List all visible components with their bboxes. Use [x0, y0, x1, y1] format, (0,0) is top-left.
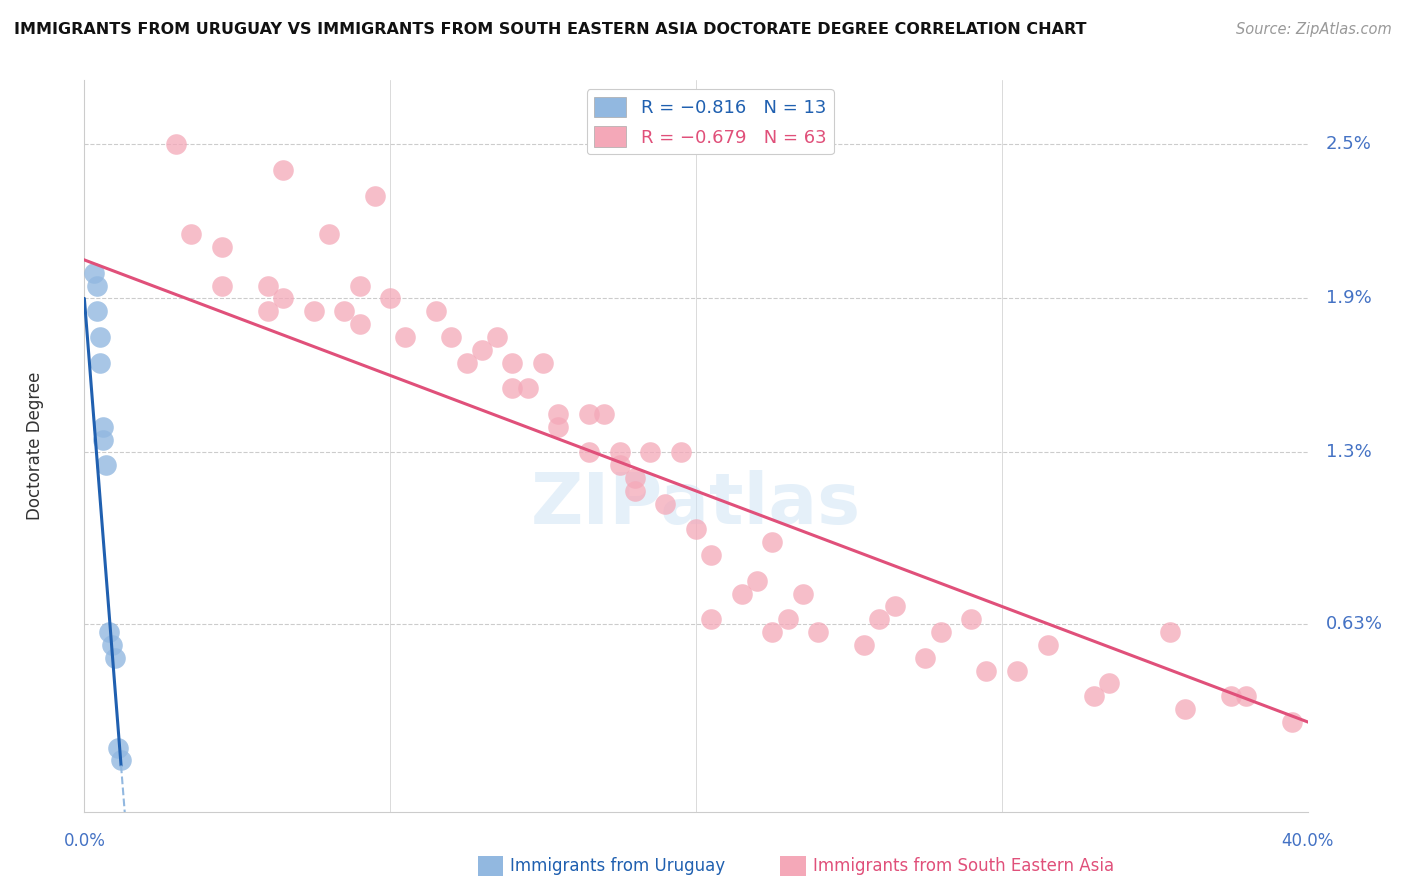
Text: 0.0%: 0.0% [63, 832, 105, 850]
Point [516, 381, 538, 395]
Point [94, 458, 117, 473]
Point [761, 535, 783, 549]
Text: ZIPatlas: ZIPatlas [531, 470, 860, 539]
Text: 2.5%: 2.5% [1326, 136, 1372, 153]
Point [1005, 664, 1028, 678]
Point [318, 227, 340, 242]
Point [394, 330, 416, 344]
Point [624, 471, 647, 485]
Point [425, 304, 447, 318]
Point [853, 638, 876, 652]
Point [761, 625, 783, 640]
Point [669, 445, 692, 459]
Text: Immigrants from Uruguay: Immigrants from Uruguay [510, 857, 725, 875]
Point [929, 625, 952, 640]
Point [531, 355, 554, 369]
Point [271, 163, 294, 178]
Point [1159, 625, 1181, 640]
Point [731, 586, 754, 600]
Point [869, 612, 891, 626]
Point [257, 278, 280, 293]
Point [914, 650, 936, 665]
Point [104, 650, 127, 665]
Point [792, 586, 814, 600]
Point [1036, 638, 1059, 652]
Point [271, 292, 294, 306]
Point [101, 638, 124, 652]
Point [700, 612, 723, 626]
Text: Source: ZipAtlas.com: Source: ZipAtlas.com [1236, 22, 1392, 37]
Point [91, 419, 114, 434]
Point [776, 612, 799, 626]
Text: Doctorate Degree: Doctorate Degree [27, 372, 45, 520]
Point [685, 523, 707, 537]
Point [211, 278, 233, 293]
Point [502, 381, 524, 395]
Text: 1.9%: 1.9% [1326, 289, 1372, 308]
Point [1083, 690, 1105, 704]
Point [333, 304, 356, 318]
Point [86, 278, 108, 293]
Point [364, 188, 387, 202]
Point [547, 419, 569, 434]
Point [211, 240, 233, 254]
Point [609, 445, 631, 459]
Point [807, 625, 830, 640]
Point [257, 304, 280, 318]
Point [1220, 690, 1243, 704]
Point [700, 548, 723, 562]
Point [440, 330, 463, 344]
Text: IMMIGRANTS FROM URUGUAY VS IMMIGRANTS FROM SOUTH EASTERN ASIA DOCTORATE DEGREE C: IMMIGRANTS FROM URUGUAY VS IMMIGRANTS FR… [14, 22, 1087, 37]
Point [89, 355, 111, 369]
Text: 1.3%: 1.3% [1326, 443, 1372, 461]
Point [456, 355, 478, 369]
Point [747, 574, 769, 588]
Point [593, 407, 616, 421]
Legend: R = −0.816   N = 13, R = −0.679   N = 63: R = −0.816 N = 13, R = −0.679 N = 63 [586, 89, 834, 154]
Point [107, 740, 129, 755]
Point [578, 407, 600, 421]
Point [86, 304, 108, 318]
Point [638, 445, 661, 459]
Point [165, 137, 187, 152]
Point [302, 304, 325, 318]
Point [624, 483, 647, 498]
Point [1281, 714, 1303, 729]
Point [547, 407, 569, 421]
Point [486, 330, 509, 344]
Point [83, 266, 105, 280]
Text: 0.63%: 0.63% [1326, 615, 1384, 633]
Point [110, 753, 132, 767]
Point [578, 445, 600, 459]
Point [471, 343, 494, 357]
Point [1236, 690, 1258, 704]
Point [89, 330, 111, 344]
Point [1098, 676, 1121, 690]
Point [960, 612, 983, 626]
Point [380, 292, 402, 306]
Point [97, 625, 120, 640]
Point [180, 227, 202, 242]
Point [349, 278, 371, 293]
Point [609, 458, 631, 473]
Point [91, 433, 114, 447]
Point [349, 317, 371, 331]
Point [654, 497, 676, 511]
Point [502, 355, 524, 369]
Text: 40.0%: 40.0% [1281, 832, 1334, 850]
Point [976, 664, 998, 678]
Text: Immigrants from South Eastern Asia: Immigrants from South Eastern Asia [813, 857, 1114, 875]
Point [883, 599, 905, 614]
Point [1174, 702, 1197, 716]
